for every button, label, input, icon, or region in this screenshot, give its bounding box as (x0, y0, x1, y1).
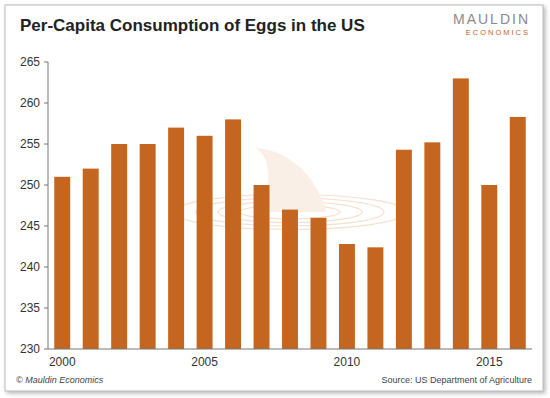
bar (282, 210, 298, 349)
bar (510, 117, 526, 349)
y-tick-label: 245 (20, 219, 40, 233)
y-tick (44, 62, 48, 63)
bar (481, 185, 497, 349)
bar (396, 150, 412, 349)
y-tick (44, 349, 48, 350)
y-tick (44, 226, 48, 227)
bar (83, 169, 99, 349)
bar (310, 218, 326, 349)
logo: MAULDIN (453, 11, 530, 27)
chart: Per-Capita Consumption of Eggs in the US… (0, 0, 550, 398)
bar (54, 177, 70, 349)
bar (197, 136, 213, 349)
y-tick (44, 103, 48, 104)
y-tick-label: 240 (20, 260, 40, 274)
bars (54, 78, 525, 349)
bar (453, 78, 469, 349)
y-tick-label: 265 (20, 55, 40, 69)
bar (367, 247, 383, 349)
bar (225, 119, 241, 349)
y-axis (48, 62, 49, 349)
y-tick (44, 267, 48, 268)
y-tick (44, 185, 48, 186)
y-tick-label: 250 (20, 178, 40, 192)
y-tick (44, 144, 48, 145)
bar (111, 144, 127, 349)
x-tick-label: 2005 (191, 355, 218, 369)
y-tick-label: 255 (20, 137, 40, 151)
bar (339, 244, 355, 349)
x-axis (48, 349, 532, 350)
bar (140, 144, 156, 349)
bar (424, 142, 440, 349)
copyright: © Mauldin Economics (16, 375, 104, 385)
y-tick-label: 260 (20, 96, 40, 110)
bar (168, 128, 184, 349)
card (5, 5, 543, 391)
title: Per-Capita Consumption of Eggs in the US (20, 16, 365, 35)
x-tick-label: 2010 (334, 355, 361, 369)
y-tick-label: 235 (20, 301, 40, 315)
bar (254, 185, 270, 349)
x-tick-label: 2015 (476, 355, 503, 369)
y-tick-label: 230 (20, 342, 40, 356)
x-tick-label: 2000 (49, 355, 76, 369)
source: Source: US Department of Agriculture (381, 375, 532, 385)
y-tick (44, 308, 48, 309)
logo-sub: ECONOMICS (466, 28, 530, 37)
